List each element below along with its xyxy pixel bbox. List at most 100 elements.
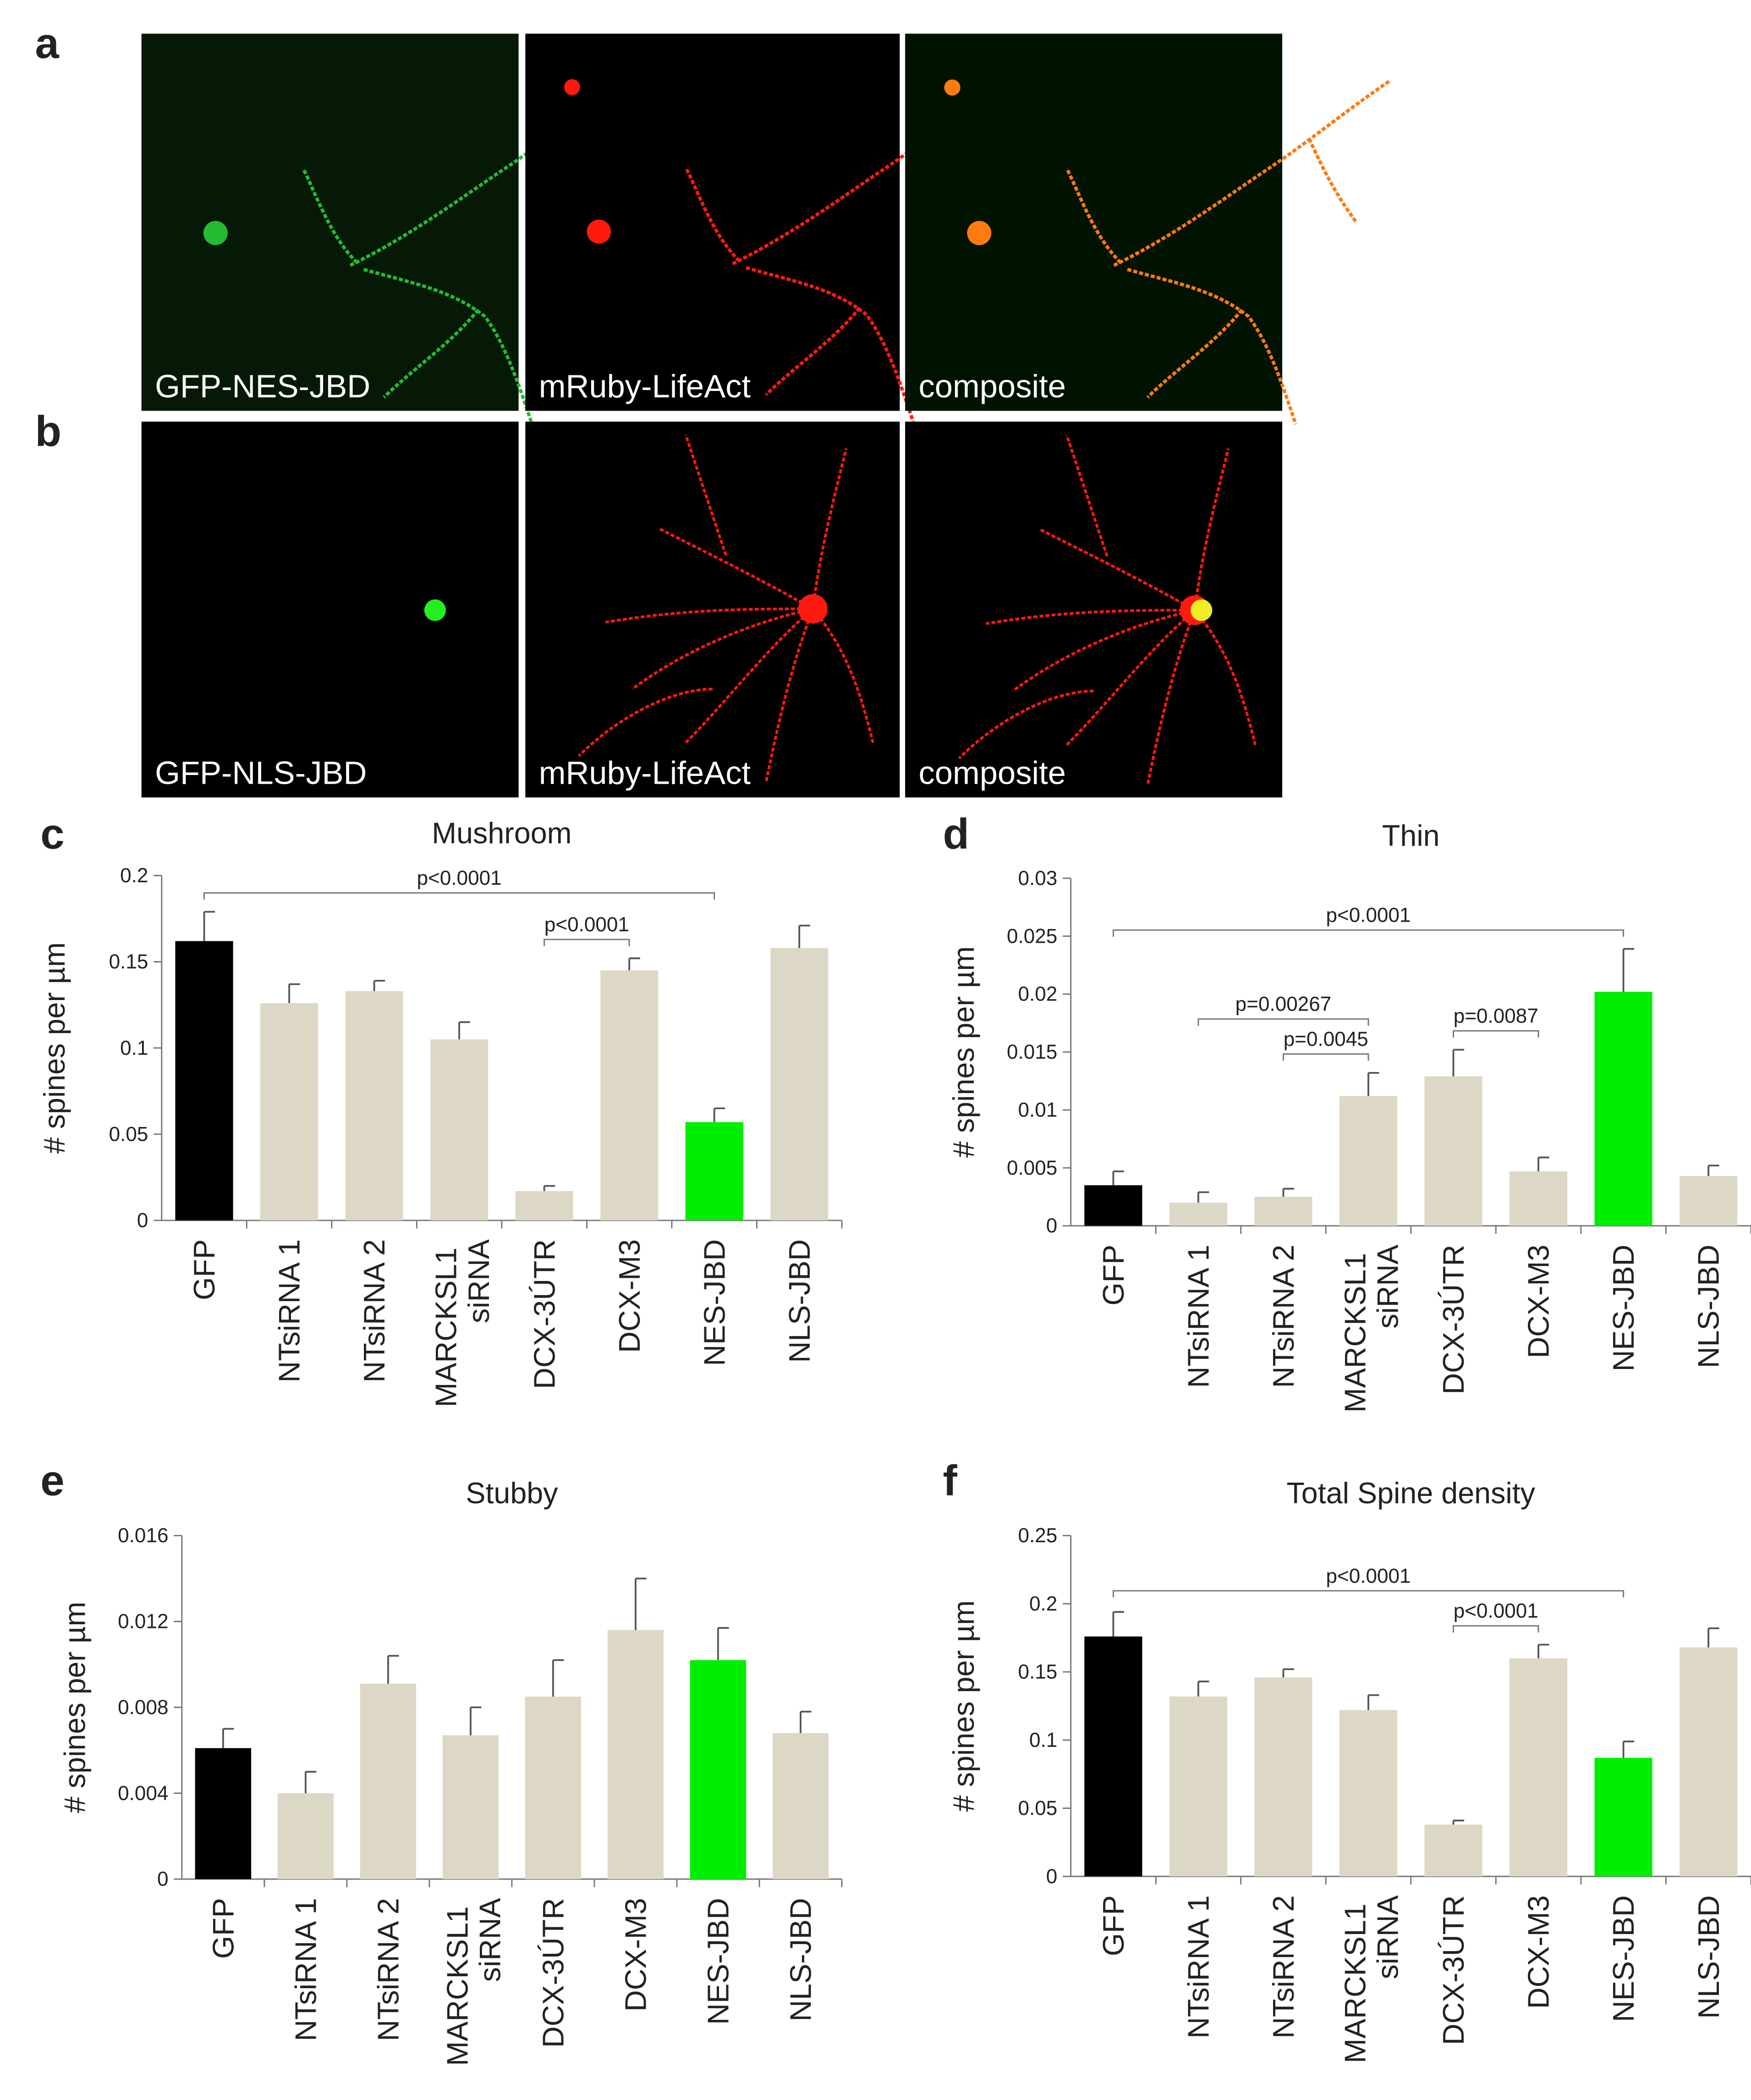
x-tick-label: NLS-JBD [1692, 1245, 1725, 1368]
soma [967, 221, 992, 245]
neuron [424, 599, 446, 621]
bar [685, 1122, 743, 1220]
bar [1254, 1197, 1312, 1226]
x-tick-label: DCX-M3 [1522, 1895, 1555, 2009]
y-tick-label: 0.004 [118, 1782, 168, 1804]
error-bar [635, 1578, 647, 1630]
error-bar [1197, 1680, 1209, 1697]
p-value: p=0.00267 [1235, 993, 1332, 1016]
bar [430, 1039, 489, 1220]
chart-title: Mushroom [432, 816, 571, 850]
significance-bracket [1453, 1030, 1539, 1038]
x-tick-label: NTsiRNA 2 [372, 1898, 405, 2041]
image-caption: composite [919, 755, 1066, 791]
x-tick-label: DCX-3ÚTR [537, 1898, 570, 2048]
y-tick-label: 0.008 [118, 1696, 168, 1719]
image-caption: GFP-NES-JBD [155, 368, 370, 404]
y-tick-label: 0 [137, 1209, 148, 1231]
x-tick-label: DCX-M3 [613, 1239, 646, 1353]
error-bar [387, 1655, 399, 1684]
error-bar [552, 1659, 564, 1697]
y-tick-label: 0.01 [1018, 1099, 1057, 1121]
significance-bracket [1453, 1625, 1539, 1633]
x-tick-label: NLS-JBD [783, 1239, 816, 1363]
x-tick-label: NES-JBD [1607, 1245, 1640, 1372]
bar [1084, 1185, 1142, 1226]
x-tick-label: NES-JBD [702, 1898, 735, 2025]
bar [1339, 1710, 1398, 1877]
bar [345, 991, 403, 1220]
panel-label: d [943, 810, 969, 858]
bar [772, 1733, 829, 1879]
x-tick-label: NTsiRNA 1 [273, 1239, 306, 1383]
p-value: p<0.0001 [1326, 1565, 1411, 1587]
bar [360, 1683, 417, 1879]
x-tick-label: NTsiRNA 1 [1182, 1245, 1215, 1388]
error-bar [1707, 1165, 1719, 1176]
x-tick-label: GFP [1097, 1895, 1130, 1956]
bar [1594, 1758, 1652, 1877]
error-bar [373, 979, 385, 991]
bar [1509, 1171, 1568, 1226]
x-tick-label: DCX-3ÚTR [527, 1239, 561, 1389]
y-tick-label: 0.03 [1018, 867, 1057, 890]
x-tick-label: NLS-JBD [784, 1898, 818, 2021]
bar [600, 970, 659, 1220]
panel-label: c [40, 810, 64, 858]
p-value: p<0.0001 [1326, 904, 1411, 927]
x-tick-label: NES-JBD [697, 1239, 731, 1366]
neuron [578, 434, 874, 783]
bar [1254, 1677, 1312, 1877]
error-bar [1112, 1611, 1124, 1637]
x-tick-label-line: siRNA [462, 1239, 495, 1323]
x-tick-label-line: siRNA [1371, 1895, 1405, 1979]
micrograph [525, 421, 900, 797]
neuron-dendrites [578, 434, 874, 783]
error-bar [458, 1021, 470, 1039]
bar [442, 1735, 499, 1879]
y-axis-label: # spines per µm [947, 1600, 980, 1812]
y-tick-label: 0 [1046, 1215, 1058, 1237]
x-tick-label-line: MARCKSL1 [1339, 1245, 1372, 1413]
error-bar [543, 1185, 555, 1191]
y-tick-label: 0.025 [1007, 925, 1057, 947]
bar [175, 941, 233, 1220]
y-axis-label: # spines per µm [58, 1602, 91, 1813]
error-bar [628, 957, 640, 971]
neuron [944, 79, 1391, 425]
bar [1680, 1647, 1738, 1877]
micrograph [905, 421, 1283, 797]
x-tick-label: NTsiRNA 1 [289, 1898, 323, 2041]
y-tick-label: 0.2 [1029, 1593, 1057, 1615]
error-bar [1112, 1170, 1124, 1186]
error-bar [288, 983, 300, 1003]
significance-bracket [203, 892, 715, 900]
error-bar [1367, 1694, 1379, 1710]
y-tick-label: 0.05 [109, 1123, 148, 1145]
x-tick-label-line: MARCKSL1 [429, 1239, 463, 1407]
image-caption: mRuby-LifeAct [539, 368, 751, 404]
error-bar [1452, 1049, 1465, 1077]
micrograph [525, 33, 900, 411]
error-bar [1537, 1644, 1549, 1659]
y-axis-label: # spines per µm [38, 942, 71, 1154]
chart-title: Stubby [466, 1476, 558, 1510]
neuron [958, 434, 1257, 786]
error-bar [800, 1710, 812, 1733]
y-tick-label: 0 [157, 1868, 169, 1891]
panel-label: e [40, 1456, 64, 1504]
x-tick-label: NTsiRNA 2 [1267, 1245, 1300, 1388]
neuron [564, 79, 1008, 422]
image-caption: composite [919, 368, 1066, 404]
p-value: p=0.0087 [1454, 1005, 1538, 1028]
y-tick-label: 0.02 [1018, 983, 1057, 1006]
blob [944, 79, 961, 96]
y-tick-label: 0.016 [118, 1524, 168, 1547]
error-bar [1282, 1187, 1294, 1197]
nucleus [1191, 599, 1213, 621]
x-tick-label: MARCKSL1 siRNA [440, 1898, 506, 2066]
image-caption: mRuby-LifeAct [539, 755, 751, 791]
neuron-dendrites [958, 434, 1257, 786]
